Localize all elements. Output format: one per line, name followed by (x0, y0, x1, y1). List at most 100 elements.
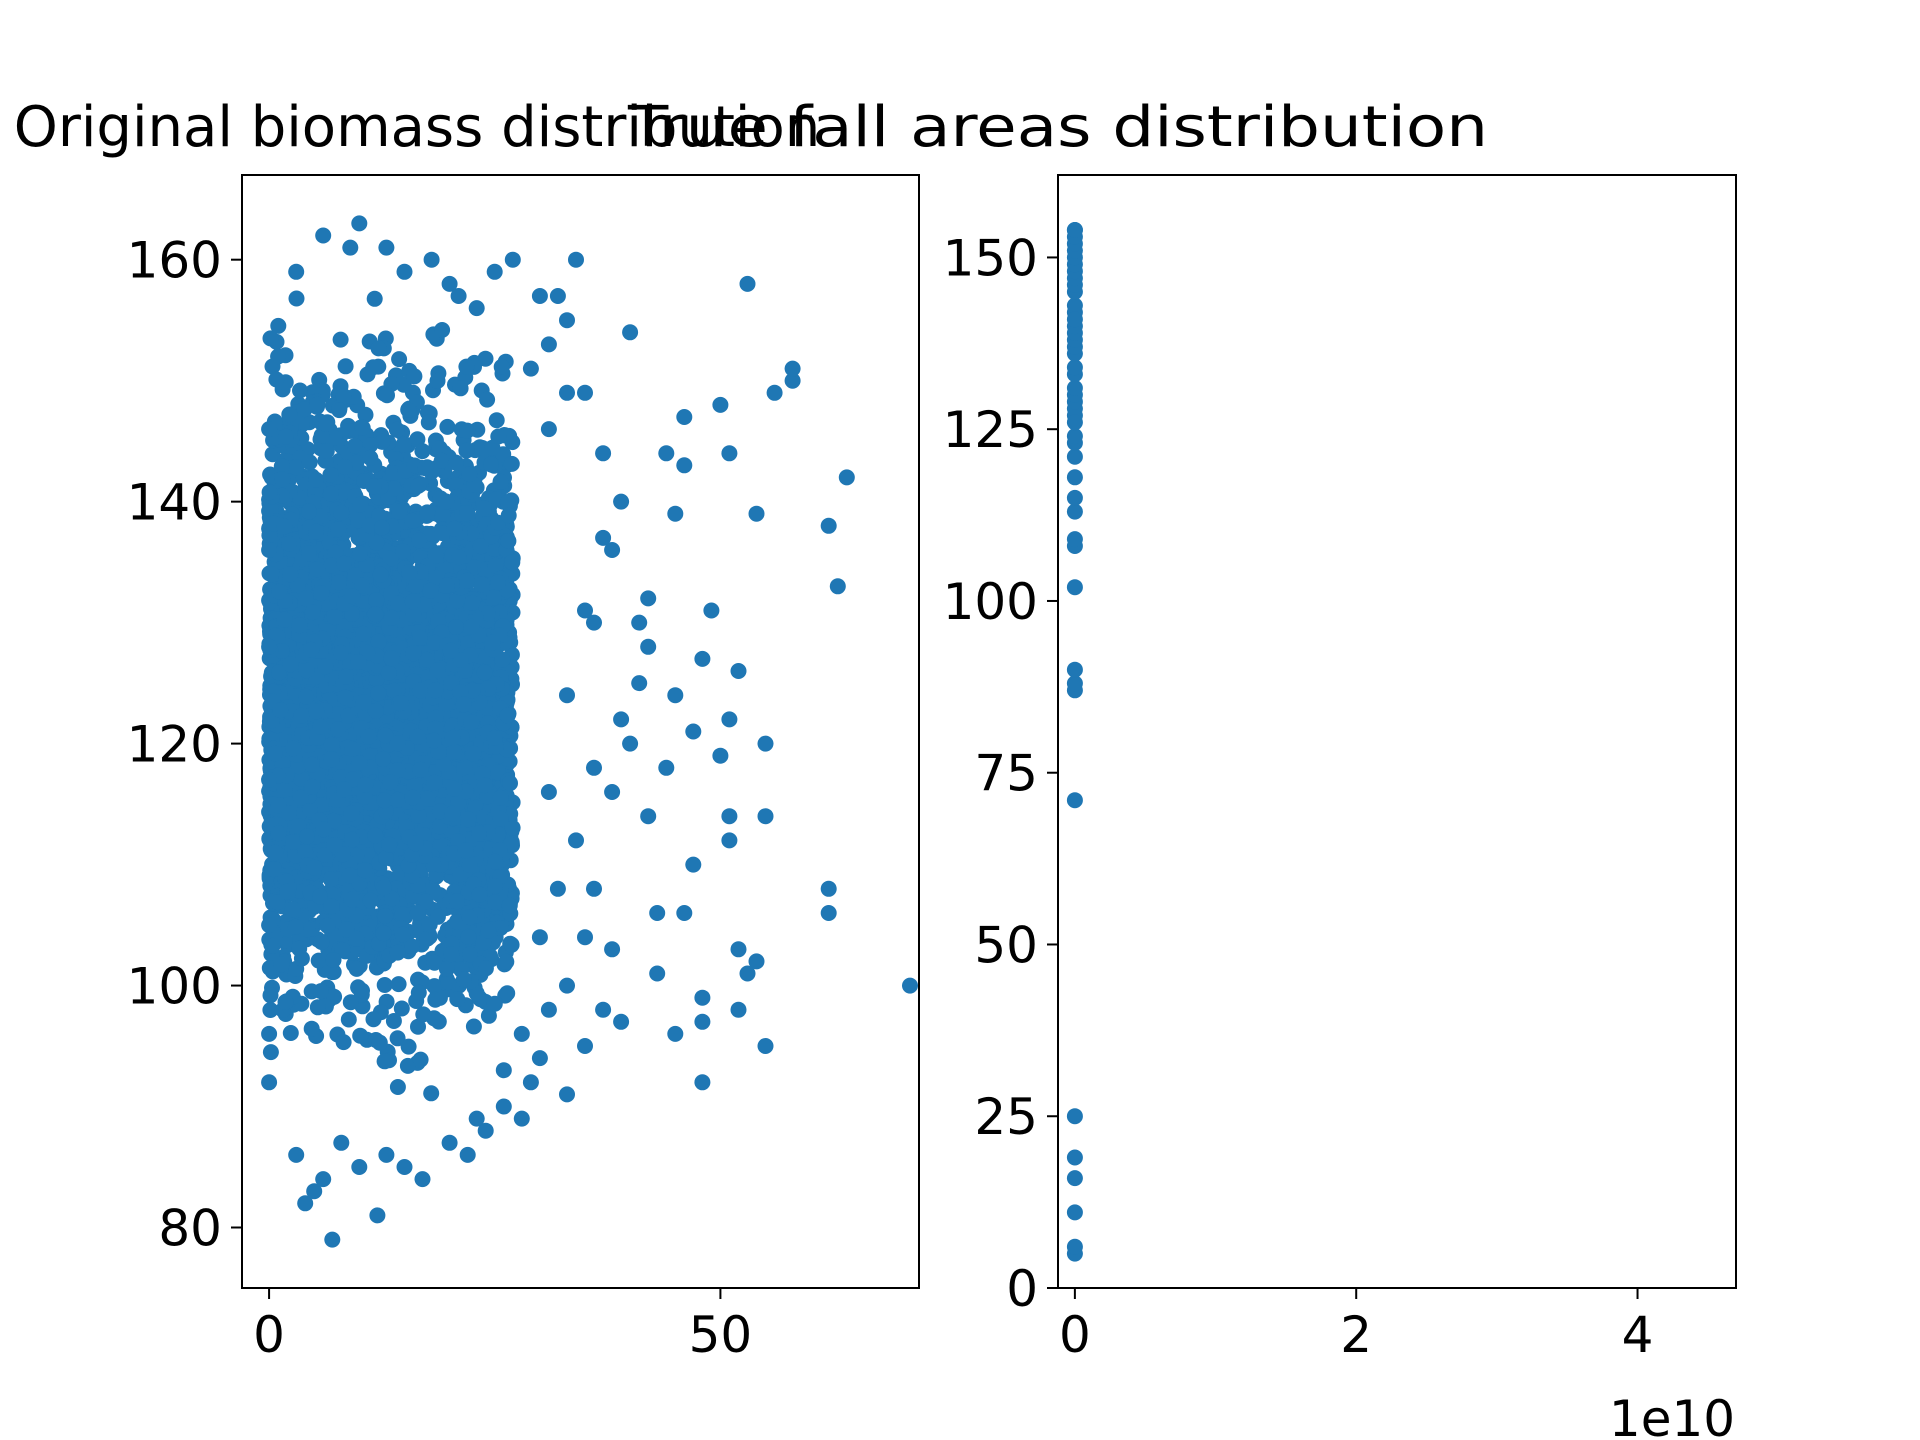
left-data-point (322, 871, 339, 888)
left-data-point (271, 664, 287, 681)
left-data-point (434, 525, 451, 542)
left-data-point (486, 589, 502, 606)
left-data-point (261, 484, 278, 501)
left-data-point (473, 576, 490, 593)
left-y-tick-label: 100 (127, 958, 222, 1016)
left-data-point (389, 791, 406, 808)
left-data-point (348, 960, 365, 977)
left-data-point (486, 540, 503, 557)
left-data-point (405, 606, 422, 623)
left-data-point (658, 445, 675, 462)
left-data-point (263, 712, 280, 729)
left-data-point (355, 694, 372, 711)
right-data-point (1066, 675, 1083, 692)
left-data-point (784, 372, 801, 389)
left-data-point (676, 905, 693, 921)
left-data-point (367, 827, 384, 844)
left-data-point (385, 480, 402, 497)
left-data-point (337, 358, 354, 375)
left-data-point (310, 952, 327, 969)
left-data-point (276, 518, 293, 535)
left-data-point (315, 821, 332, 838)
right-data-point (1066, 1149, 1083, 1166)
left-data-point (379, 387, 395, 404)
left-data-point (434, 322, 451, 338)
left-data-point (461, 857, 478, 873)
left-data-point (317, 658, 334, 675)
left-data-point (449, 592, 466, 609)
left-data-point (388, 421, 405, 438)
left-data-point (586, 614, 602, 631)
right-data-point (1066, 1170, 1083, 1187)
left-data-point (292, 382, 308, 399)
right-data-point (1066, 414, 1083, 431)
left-data-point (721, 711, 738, 728)
left-data-point (367, 703, 384, 719)
left-data-point (359, 366, 376, 383)
left-data-point (327, 544, 344, 561)
left-data-point (297, 590, 314, 607)
left-data-point (335, 1034, 352, 1051)
left-data-point (457, 842, 474, 859)
left-data-point (488, 412, 505, 429)
left-data-point (315, 227, 332, 244)
left-data-point (440, 974, 457, 991)
left-data-point (403, 938, 420, 955)
left-data-point (441, 275, 458, 292)
left-data-point (604, 542, 621, 558)
left-data-point (468, 1110, 485, 1127)
left-data-point (338, 668, 354, 685)
left-data-point (676, 457, 693, 474)
right-chart-title: True fall areas distribution (627, 95, 1488, 160)
left-data-point (338, 921, 355, 938)
left-data-point (261, 771, 278, 788)
left-data-point (396, 263, 413, 280)
right-data-point (1066, 297, 1083, 314)
left-data-point (435, 756, 452, 772)
left-y-tick-label: 140 (127, 474, 222, 532)
left-data-point (480, 922, 497, 939)
left-data-point (288, 459, 305, 476)
left-data-point (342, 239, 359, 256)
left-data-point (386, 682, 403, 699)
left-data-point (487, 557, 504, 574)
left-data-point (301, 545, 317, 562)
left-data-point (604, 784, 621, 800)
left-data-point (352, 496, 369, 513)
left-data-point (261, 421, 278, 438)
left-data-point (277, 428, 294, 445)
left-data-point (414, 1171, 431, 1188)
right-y-tick-label: 25 (974, 1088, 1038, 1146)
left-data-point (325, 952, 342, 968)
left-data-point (395, 543, 411, 560)
left-data-point (446, 780, 463, 797)
left-data-point (336, 781, 352, 798)
left-data-point (468, 300, 485, 317)
left-data-point (337, 689, 354, 706)
left-data-point (448, 619, 464, 635)
left-data-point (492, 789, 509, 806)
left-data-point (522, 360, 539, 377)
left-data-point (484, 634, 501, 651)
left-data-point (495, 1062, 512, 1079)
right-subplot: True fall areas distribution 02550751001… (627, 95, 1737, 1440)
left-data-point (434, 505, 451, 522)
left-data-point (395, 376, 412, 393)
left-data-point (419, 504, 436, 521)
left-x-tick-label: 0 (253, 1306, 285, 1364)
left-data-point (486, 263, 503, 280)
left-data-point (459, 505, 476, 522)
left-data-point (282, 656, 299, 673)
left-data-point (540, 784, 557, 800)
left-data-point (372, 566, 389, 583)
left-data-point (326, 429, 343, 446)
left-data-point (309, 396, 326, 413)
right-y-tick-label: 0 (1006, 1260, 1038, 1318)
left-data-point (460, 811, 477, 828)
left-data-point (410, 807, 427, 824)
right-x-offset-label: 1e10 (1609, 1390, 1735, 1440)
left-data-point (479, 391, 496, 408)
left-data-point (712, 396, 729, 413)
left-data-point (476, 664, 493, 681)
left-data-point (568, 832, 584, 849)
